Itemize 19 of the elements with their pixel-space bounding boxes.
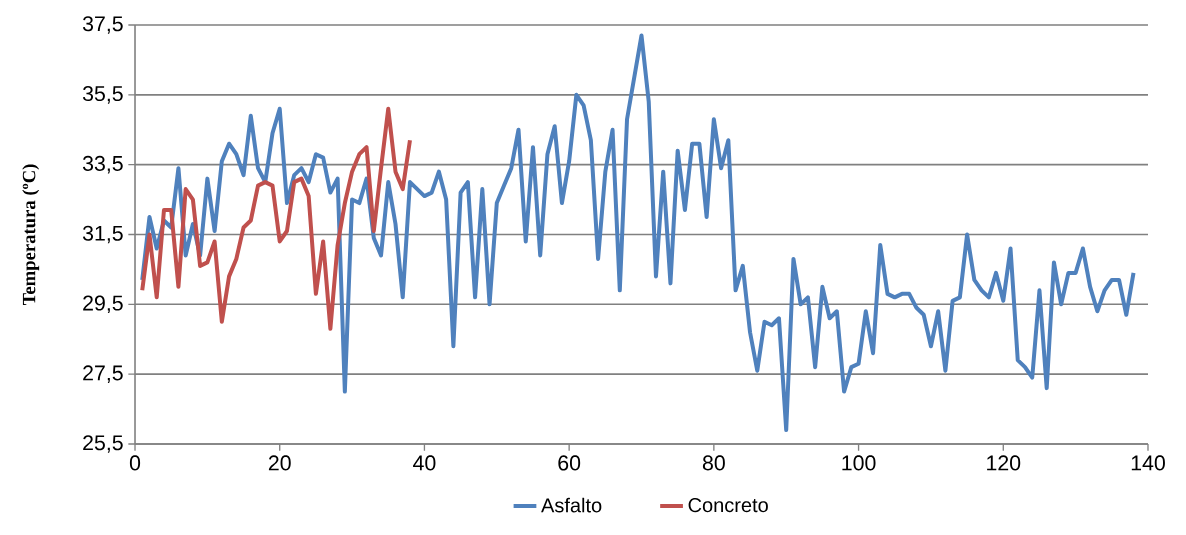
x-tick-label: 20 [268, 455, 291, 471]
line-series [140, 106, 412, 331]
x-tick-label: 100 [842, 455, 876, 471]
y-tick-label: 25,5 [83, 435, 123, 453]
y-tick-label: 29,5 [83, 295, 123, 314]
x-tick-label: 120 [987, 455, 1021, 471]
x-tick-label: 60 [558, 455, 581, 471]
x-tick-label: 40 [413, 455, 436, 471]
x-tick-label: 0 [129, 455, 141, 471]
y-tick-label: 31,5 [82, 225, 123, 244]
x-tick-label: 140 [1131, 455, 1165, 471]
legend-label: Concreto [688, 498, 768, 513]
y-tick-label: 37,5 [82, 16, 123, 34]
y-tick-label: 33,5 [82, 155, 123, 174]
legend-label: Asfalto [541, 497, 602, 513]
y-tick-label: 35,5 [82, 86, 123, 104]
y-axis-title: Temperatura (ºC) [22, 164, 40, 306]
y-tick-label: 27,5 [83, 365, 123, 383]
x-tick-label: 80 [702, 455, 725, 471]
